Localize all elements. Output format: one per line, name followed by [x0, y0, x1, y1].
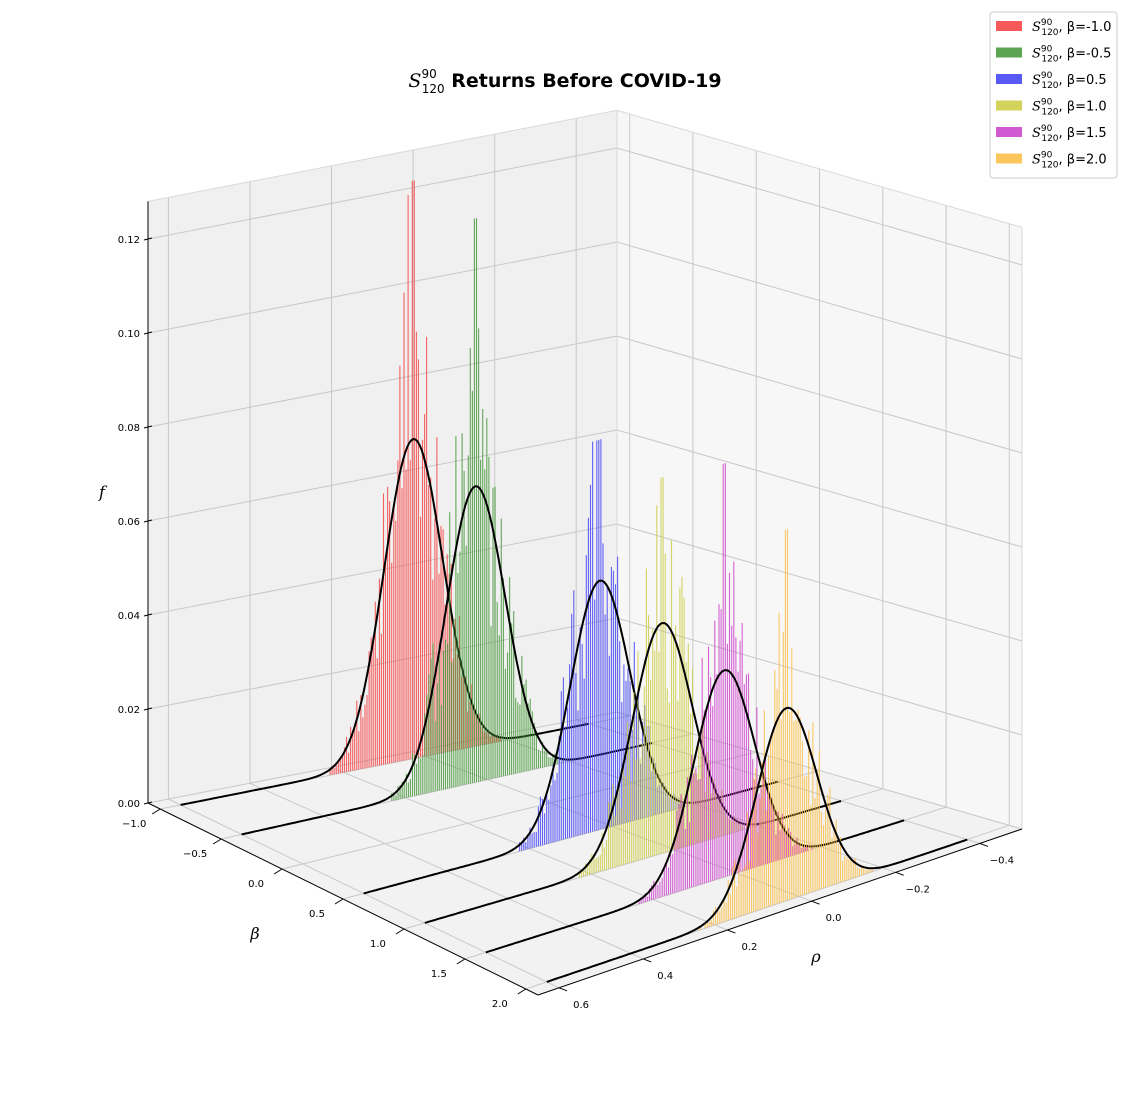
- beta-tick: [517, 988, 527, 995]
- beta-tick-label: 0.0: [248, 879, 264, 890]
- f-axis-label: f: [98, 483, 108, 502]
- legend: S90 120, β=-1.0 S90 120, β=-0.5 S90 120, β=0.…: [989, 11, 1118, 179]
- legend-label: S90 120, β=1.0: [1032, 98, 1107, 118]
- f-tick-label: 0.08: [118, 423, 140, 434]
- series-β=2.0: [546, 529, 968, 983]
- f-tick-label: 0.12: [118, 235, 140, 246]
- left-pane: [148, 110, 617, 803]
- f-tick-label: 0.00: [118, 799, 140, 810]
- rho-tick-label: 0.0: [826, 913, 842, 924]
- rho-tick-label: 0.2: [741, 942, 757, 953]
- beta-tick: [456, 958, 466, 965]
- pane-edge: [147, 109, 1023, 829]
- axis-panes: [148, 110, 1022, 995]
- fit-curve: [546, 706, 968, 983]
- legend-label: S90 120, β=0.5: [1032, 71, 1107, 91]
- title-symbol: S: [408, 70, 421, 92]
- rho-axis-line: [537, 828, 1023, 996]
- series-β=-0.5: [241, 218, 653, 836]
- series-group: [180, 180, 968, 983]
- rho-gridline: [167, 197, 560, 989]
- beta-tick: [334, 898, 344, 905]
- beta-tick-label: −0.5: [183, 849, 207, 860]
- f-tick-label: 0.04: [118, 611, 140, 622]
- f-tick-label: 0.06: [118, 517, 140, 528]
- floor-pane: [148, 712, 1022, 995]
- title-superscript: 90: [421, 67, 436, 81]
- beta-tick-label: 0.5: [309, 909, 325, 920]
- f-tick: [143, 801, 153, 805]
- rho-tick: [895, 871, 904, 876]
- title-subscript: 120: [422, 82, 445, 96]
- f-tick: [143, 237, 153, 241]
- rho-tick: [811, 900, 820, 905]
- rho-gridline: [249, 181, 644, 960]
- f-tick: [143, 425, 153, 429]
- f-tick: [143, 519, 153, 523]
- rho-axis-label: ρ: [810, 947, 821, 966]
- chart-title: S90 120 Returns Before COVID-19: [408, 67, 721, 96]
- title-text: Returns Before COVID-19: [445, 70, 722, 92]
- f-tick-label: 0.02: [118, 705, 140, 716]
- beta-tick-label: 1.0: [370, 939, 386, 950]
- beta-tick-label: −1.0: [122, 819, 146, 830]
- series-β=1.5: [485, 463, 905, 954]
- legend-label: S90 120, β=-1.0: [1032, 18, 1111, 38]
- rho-tick-label: 0.6: [573, 1000, 589, 1011]
- rho-tick-label: −0.4: [990, 855, 1014, 866]
- f-tick: [143, 613, 153, 617]
- legend-swatch: [996, 127, 1022, 137]
- fit-curve: [241, 485, 653, 836]
- rho-tick-label: 0.4: [657, 971, 673, 982]
- rho-tick: [979, 842, 989, 847]
- beta-tick: [212, 838, 222, 845]
- beta-tick: [395, 928, 405, 935]
- rho-tick-label: −0.2: [906, 884, 930, 895]
- rho-tick: [727, 929, 736, 934]
- axes: −1.0 −0.5 0.0 0.5 1.0 1.5 2.0 −0.4 −0.2 0.0 0.2 0.4…: [98, 201, 1023, 1011]
- legend-swatch: [996, 100, 1022, 111]
- legend-swatch: [996, 153, 1022, 164]
- rho-tick: [558, 987, 568, 992]
- f-tick: [143, 331, 153, 335]
- beta-axis-label: β: [249, 924, 259, 943]
- legend-swatch: [996, 47, 1022, 58]
- f-tick-label: 0.10: [118, 329, 140, 340]
- legend-label: S90 120, β=2.0: [1032, 151, 1107, 171]
- beta-tick-label: 2.0: [492, 999, 508, 1010]
- legend-label: S90 120, β=-0.5: [1032, 45, 1111, 65]
- beta-tick-label: 1.5: [431, 969, 447, 980]
- legend-label: S90 120, β=1.5: [1032, 124, 1107, 144]
- f-tick: [143, 707, 153, 711]
- rho-tick: [643, 958, 652, 963]
- beta-tick: [151, 808, 161, 815]
- beta-tick: [273, 868, 283, 875]
- fit-curve: [180, 438, 589, 806]
- legend-swatch: [996, 74, 1022, 84]
- legend-swatch: [996, 21, 1022, 31]
